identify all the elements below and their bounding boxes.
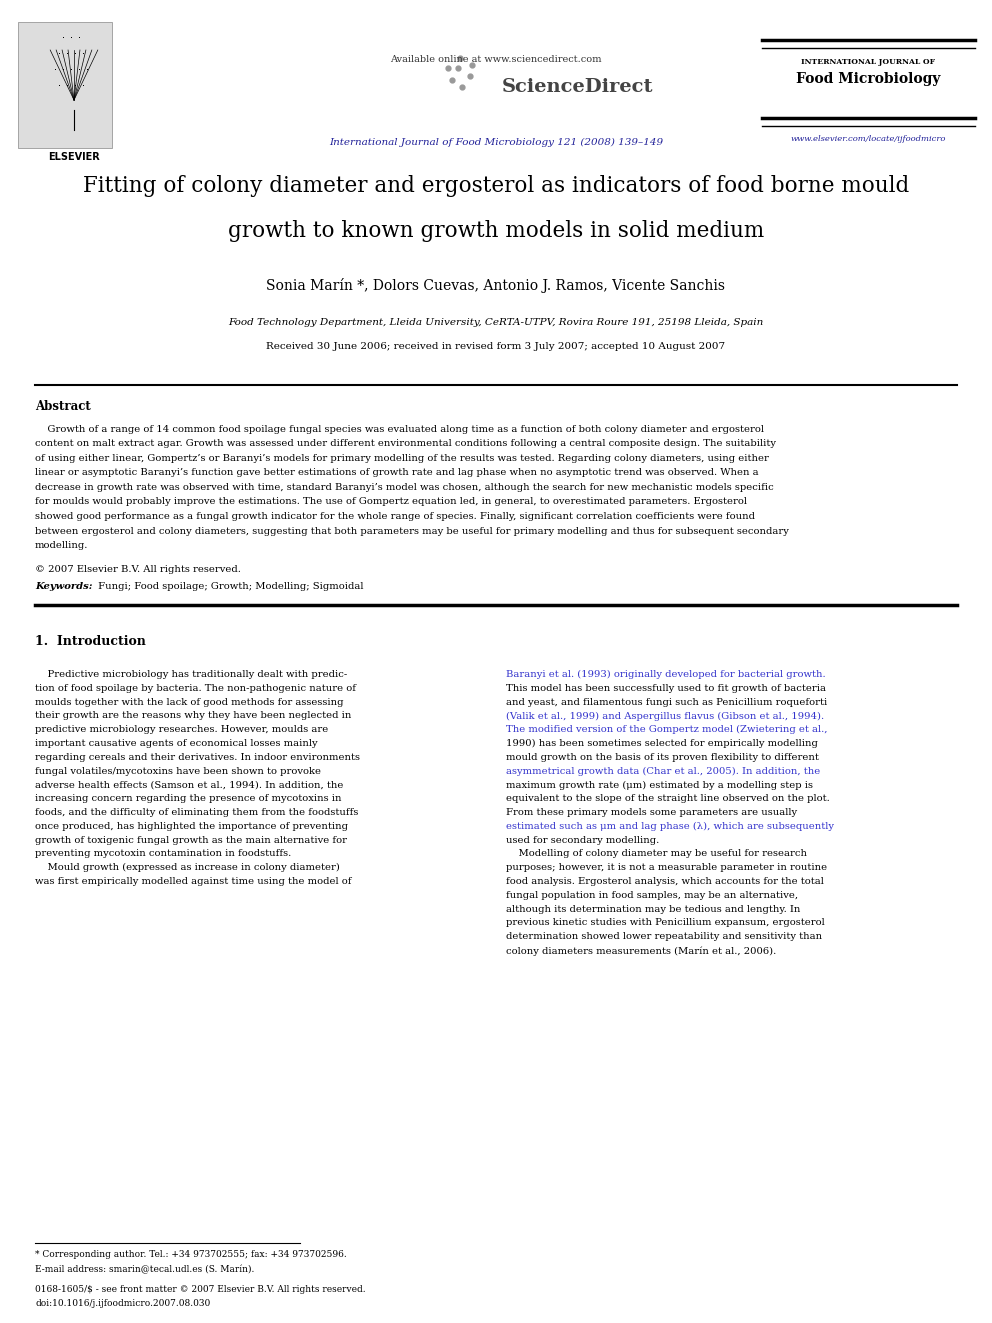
Text: 1990) has been sometimes selected for empirically modelling: 1990) has been sometimes selected for em… xyxy=(506,740,817,747)
Text: Received 30 June 2006; received in revised form 3 July 2007; accepted 10 August : Received 30 June 2006; received in revis… xyxy=(267,343,725,351)
Text: Food Technology Department, Lleida University, CeRTA-UTPV, Rovira Roure 191, 251: Food Technology Department, Lleida Unive… xyxy=(228,318,764,327)
Text: maximum growth rate (μm) estimated by a modelling step is: maximum growth rate (μm) estimated by a … xyxy=(506,781,813,790)
Text: Mould growth (expressed as increase in colony diameter): Mould growth (expressed as increase in c… xyxy=(35,863,340,872)
Text: preventing mycotoxin contamination in foodstuffs.: preventing mycotoxin contamination in fo… xyxy=(35,849,292,859)
Text: Fungi; Food spoilage; Growth; Modelling; Sigmoidal: Fungi; Food spoilage; Growth; Modelling;… xyxy=(95,582,363,591)
Text: content on malt extract agar. Growth was assessed under different environmental : content on malt extract agar. Growth was… xyxy=(35,439,776,448)
Text: The modified version of the Gompertz model (Zwietering et al.,: The modified version of the Gompertz mod… xyxy=(506,725,827,734)
Text: their growth are the reasons why they have been neglected in: their growth are the reasons why they ha… xyxy=(35,712,351,721)
Text: showed good performance as a fungal growth indicator for the whole range of spec: showed good performance as a fungal grow… xyxy=(35,512,755,521)
Text: International Journal of Food Microbiology 121 (2008) 139–149: International Journal of Food Microbiolo… xyxy=(329,138,663,147)
Text: Fitting of colony diameter and ergosterol as indicators of food borne mould: Fitting of colony diameter and ergostero… xyxy=(83,175,909,197)
Text: modelling.: modelling. xyxy=(35,541,88,550)
Text: Abstract: Abstract xyxy=(35,400,90,413)
Text: for moulds would probably improve the estimations. The use of Gompertz equation : for moulds would probably improve the es… xyxy=(35,497,747,507)
Text: used for secondary modelling.: used for secondary modelling. xyxy=(506,836,660,844)
Text: growth to known growth models in solid medium: growth to known growth models in solid m… xyxy=(228,220,764,242)
Text: between ergosterol and colony diameters, suggesting that both parameters may be : between ergosterol and colony diameters,… xyxy=(35,527,789,536)
Text: Keywords:: Keywords: xyxy=(35,582,92,591)
Text: mould growth on the basis of its proven flexibility to different: mould growth on the basis of its proven … xyxy=(506,753,818,762)
Text: foods, and the difficulty of eliminating them from the foodstuffs: foods, and the difficulty of eliminating… xyxy=(35,808,358,818)
Text: estimated such as μm and lag phase (λ), which are subsequently: estimated such as μm and lag phase (λ), … xyxy=(506,822,834,831)
Text: asymmetrical growth data (Char et al., 2005). In addition, the: asymmetrical growth data (Char et al., 2… xyxy=(506,766,820,775)
Text: purposes; however, it is not a measurable parameter in routine: purposes; however, it is not a measurabl… xyxy=(506,863,827,872)
Text: fungal volatiles/mycotoxins have been shown to provoke: fungal volatiles/mycotoxins have been sh… xyxy=(35,766,321,775)
Text: increasing concern regarding the presence of mycotoxins in: increasing concern regarding the presenc… xyxy=(35,794,341,803)
Text: colony diameters measurements (Marín et al., 2006).: colony diameters measurements (Marín et … xyxy=(506,946,777,955)
Text: Baranyi et al. (1993) originally developed for bacterial growth.: Baranyi et al. (1993) originally develop… xyxy=(506,669,825,679)
Text: and yeast, and filamentous fungi such as Penicillium roqueforti: and yeast, and filamentous fungi such as… xyxy=(506,697,827,706)
FancyBboxPatch shape xyxy=(18,22,112,148)
Text: INTERNATIONAL JOURNAL OF: INTERNATIONAL JOURNAL OF xyxy=(801,58,935,66)
Text: doi:10.1016/j.ijfoodmicro.2007.08.030: doi:10.1016/j.ijfoodmicro.2007.08.030 xyxy=(35,1299,210,1308)
Text: predictive microbiology researches. However, moulds are: predictive microbiology researches. Howe… xyxy=(35,725,328,734)
Text: This model has been successfully used to fit growth of bacteria: This model has been successfully used to… xyxy=(506,684,826,693)
Text: adverse health effects (Samson et al., 1994). In addition, the: adverse health effects (Samson et al., 1… xyxy=(35,781,343,790)
Text: Growth of a range of 14 common food spoilage fungal species was evaluated along : Growth of a range of 14 common food spoi… xyxy=(35,425,764,434)
Text: E-mail address: smarin@tecal.udl.es (S. Marín).: E-mail address: smarin@tecal.udl.es (S. … xyxy=(35,1265,254,1274)
Text: regarding cereals and their derivatives. In indoor environments: regarding cereals and their derivatives.… xyxy=(35,753,360,762)
Text: © 2007 Elsevier B.V. All rights reserved.: © 2007 Elsevier B.V. All rights reserved… xyxy=(35,565,241,574)
Text: ScienceDirect: ScienceDirect xyxy=(502,78,654,97)
Text: of using either linear, Gompertz’s or Baranyi’s models for primary modelling of : of using either linear, Gompertz’s or Ba… xyxy=(35,454,769,463)
Text: moulds together with the lack of good methods for assessing: moulds together with the lack of good me… xyxy=(35,697,343,706)
Text: Modelling of colony diameter may be useful for research: Modelling of colony diameter may be usef… xyxy=(506,849,807,859)
Text: (Valik et al., 1999) and Aspergillus flavus (Gibson et al., 1994).: (Valik et al., 1999) and Aspergillus fla… xyxy=(506,712,824,721)
Text: 1.  Introduction: 1. Introduction xyxy=(35,635,146,648)
Text: determination showed lower repeatability and sensitivity than: determination showed lower repeatability… xyxy=(506,933,822,941)
Text: 0168-1605/$ - see front matter © 2007 Elsevier B.V. All rights reserved.: 0168-1605/$ - see front matter © 2007 El… xyxy=(35,1285,366,1294)
Text: linear or asymptotic Baranyi’s function gave better estimations of growth rate a: linear or asymptotic Baranyi’s function … xyxy=(35,468,759,478)
Text: once produced, has highlighted the importance of preventing: once produced, has highlighted the impor… xyxy=(35,822,348,831)
Text: important causative agents of economical losses mainly: important causative agents of economical… xyxy=(35,740,317,747)
Text: food analysis. Ergosterol analysis, which accounts for the total: food analysis. Ergosterol analysis, whic… xyxy=(506,877,824,886)
Text: tion of food spoilage by bacteria. The non-pathogenic nature of: tion of food spoilage by bacteria. The n… xyxy=(35,684,356,693)
Text: * Corresponding author. Tel.: +34 973702555; fax: +34 973702596.: * Corresponding author. Tel.: +34 973702… xyxy=(35,1250,347,1259)
Text: Available online at www.sciencedirect.com: Available online at www.sciencedirect.co… xyxy=(390,56,602,64)
Text: Sonia Marín *, Dolors Cuevas, Antonio J. Ramos, Vicente Sanchis: Sonia Marín *, Dolors Cuevas, Antonio J.… xyxy=(267,278,725,292)
Text: decrease in growth rate was observed with time, standard Baranyi’s model was cho: decrease in growth rate was observed wit… xyxy=(35,483,774,492)
Text: ELSEVIER: ELSEVIER xyxy=(49,152,100,161)
Text: previous kinetic studies with Penicillium expansum, ergosterol: previous kinetic studies with Penicilliu… xyxy=(506,918,824,927)
Text: fungal population in food samples, may be an alternative,: fungal population in food samples, may b… xyxy=(506,890,799,900)
Text: growth of toxigenic fungal growth as the main alternative for: growth of toxigenic fungal growth as the… xyxy=(35,836,347,844)
Text: although its determination may be tedious and lengthy. In: although its determination may be tediou… xyxy=(506,905,801,914)
Text: www.elsevier.com/locate/ijfoodmicro: www.elsevier.com/locate/ijfoodmicro xyxy=(791,135,945,143)
Text: From these primary models some parameters are usually: From these primary models some parameter… xyxy=(506,808,798,818)
Text: Predictive microbiology has traditionally dealt with predic-: Predictive microbiology has traditionall… xyxy=(35,669,347,679)
Text: was first empirically modelled against time using the model of: was first empirically modelled against t… xyxy=(35,877,351,886)
Text: equivalent to the slope of the straight line observed on the plot.: equivalent to the slope of the straight … xyxy=(506,794,829,803)
Text: Food Microbiology: Food Microbiology xyxy=(796,71,940,86)
